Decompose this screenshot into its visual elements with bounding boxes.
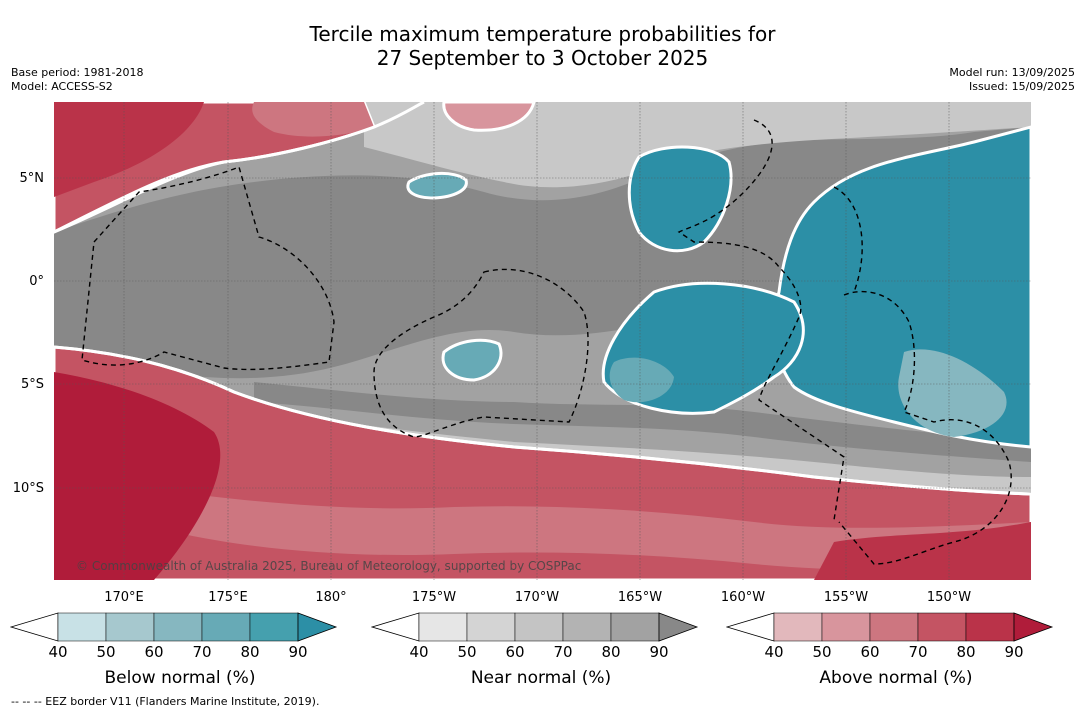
below-normal-small-south — [441, 338, 503, 382]
lon-label-170e: 170°E — [104, 590, 144, 605]
graticule — [54, 102, 1031, 580]
colorbar-below-normal — [10, 612, 338, 642]
probability-map: © Commonwealth of Australia 2025, Bureau… — [54, 102, 1031, 580]
above-normal-top-center — [442, 102, 536, 132]
colorbar-above-normal — [726, 612, 1054, 642]
lat-label-5s: 5°S — [20, 377, 44, 392]
colorbar-segment — [466, 612, 516, 642]
colorbar-segment — [105, 612, 155, 642]
lon-label-150w: 150°W — [926, 590, 972, 605]
colorbar-tick-label: 60 — [505, 643, 525, 661]
lon-label-160w: 160°W — [720, 590, 766, 605]
colorbar-tick-label: 90 — [649, 643, 669, 661]
colorbar-near-normal-title: Near normal (%) — [470, 668, 612, 688]
colorbar-tick-label: 70 — [553, 643, 573, 661]
colorbar-extend-low — [726, 612, 775, 642]
colorbar-segment — [869, 612, 919, 642]
near-normal-light-band — [364, 102, 1031, 188]
above-normal-northwest-deep — [54, 102, 204, 197]
model-run: Model run: 13/09/2025 — [949, 66, 1075, 79]
colorbar-above-normal-title: Above normal (%) — [819, 668, 973, 688]
eez-phoenix — [373, 268, 589, 438]
map-copyright: © Commonwealth of Australia 2025, Bureau… — [76, 559, 581, 573]
title-line-1: Tercile maximum temperature probabilitie… — [309, 22, 776, 46]
issued-date: Issued: 15/09/2025 — [968, 80, 1075, 93]
lon-label-155w: 155°W — [823, 590, 869, 605]
map-title: Tercile maximum temperature probabilitie… — [0, 22, 1085, 70]
colorbar-segment — [249, 612, 299, 642]
eez-kiribati-gilbert — [81, 166, 335, 371]
category-boundary-north — [54, 102, 425, 234]
near-normal-dark-lower — [254, 382, 1031, 462]
colorbar-tick-label: 50 — [812, 643, 832, 661]
colorbar-tick-label: 70 — [908, 643, 928, 661]
colorbar-extend-high — [1013, 612, 1054, 642]
eez-footnote: -- -- -- EEZ border V11 (Flanders Marine… — [11, 695, 320, 708]
lon-label-170w: 170°W — [514, 590, 560, 605]
colorbar-segment — [562, 612, 612, 642]
above-normal-south-light — [174, 492, 1031, 570]
colorbar-extend-high — [658, 612, 699, 642]
colorbar-segment — [514, 612, 564, 642]
colorbar-segment — [917, 612, 967, 642]
eez-line-north — [677, 119, 845, 521]
colorbar-extend-high — [297, 612, 338, 642]
model-name: Model: ACCESS-S2 — [11, 80, 113, 93]
base-period: Base period: 1981-2018 — [11, 66, 144, 79]
colorbar-below-normal-title: Below normal (%) — [104, 668, 256, 688]
colorbar-tick-label: 80 — [601, 643, 621, 661]
colorbar-tick-label: 80 — [956, 643, 976, 661]
colorbar-tick-label: 50 — [457, 643, 477, 661]
colorbar-tick-label: 40 — [409, 643, 429, 661]
below-normal-east-light — [898, 349, 1007, 437]
lat-label-0: 0° — [29, 274, 44, 289]
near-normal-light-south — [234, 407, 1031, 493]
lon-label-180: 180° — [315, 590, 347, 605]
lon-label-175e: 175°E — [208, 590, 248, 605]
above-normal-northwest-light — [252, 102, 374, 137]
lat-label-10s: 10°S — [12, 481, 44, 496]
eez-line-east — [833, 186, 863, 293]
colorbar-tick-label: 40 — [764, 643, 784, 661]
below-normal-center-east-light — [609, 357, 674, 403]
category-boundary-south — [54, 345, 1031, 496]
title-line-2: 27 September to 3 October 2025 — [376, 46, 709, 70]
meta-right: Model run: 13/09/2025 Issued: 15/09/2025 — [949, 66, 1075, 94]
lon-label-165w: 165°W — [617, 590, 663, 605]
colorbar-tick-label: 90 — [1004, 643, 1024, 661]
colorbar-segment — [773, 612, 823, 642]
near-normal-dark-band — [54, 127, 1031, 379]
lat-label-5n: 5°N — [19, 171, 45, 186]
colorbar-tick-label: 50 — [96, 643, 116, 661]
colorbar-segment — [201, 612, 251, 642]
colorbar-segment — [821, 612, 871, 642]
colorbar-segment — [610, 612, 660, 642]
colorbar-tick-label: 90 — [288, 643, 308, 661]
colorbar-tick-label: 70 — [192, 643, 212, 661]
above-normal-south-deep-east — [814, 522, 1031, 580]
colorbar-tick-label: 60 — [860, 643, 880, 661]
colorbar-tick-label: 80 — [240, 643, 260, 661]
colorbar-extend-low — [10, 612, 59, 642]
meta-left: Base period: 1981-2018 Model: ACCESS-S2 — [11, 66, 143, 94]
colorbar-tick-label: 40 — [48, 643, 68, 661]
eez-borders — [81, 119, 1012, 565]
colorbar-segment — [418, 612, 468, 642]
lon-label-175w: 175°W — [411, 590, 457, 605]
colorbar-near-normal — [371, 612, 699, 642]
above-normal-south-deep — [54, 372, 221, 580]
colorbar-segment — [965, 612, 1015, 642]
colorbar-segment — [153, 612, 203, 642]
colorbar-tick-label: 60 — [144, 643, 164, 661]
eez-line-south — [838, 290, 1012, 565]
colorbar-segment — [57, 612, 107, 642]
colorbar-extend-low — [371, 612, 420, 642]
below-normal-small-north — [406, 172, 468, 200]
